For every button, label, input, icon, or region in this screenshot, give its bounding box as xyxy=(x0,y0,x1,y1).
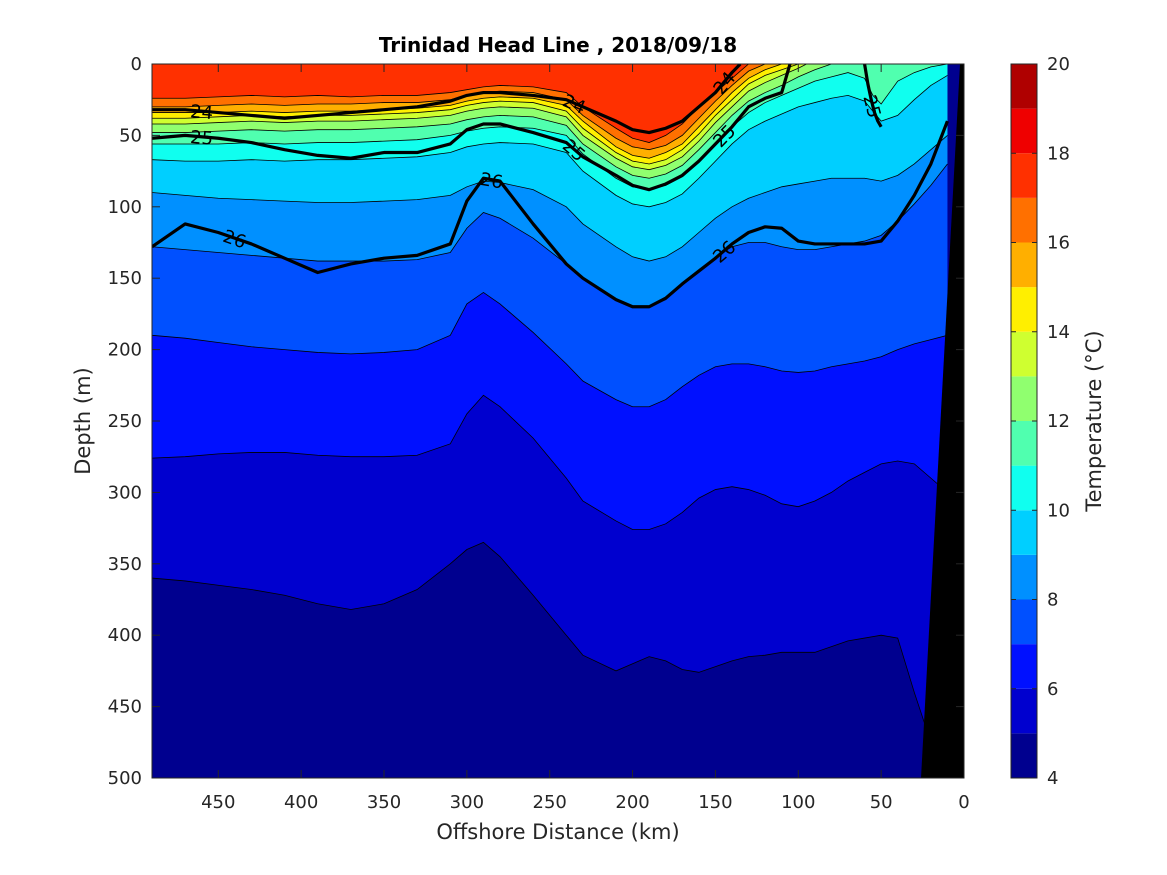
isotherm-line-9 xyxy=(152,135,948,262)
isopycnal-label: 26 xyxy=(478,169,504,194)
colorbar-tick-label: 4 xyxy=(1047,768,1058,789)
colorbar-tick-label: 10 xyxy=(1047,500,1070,521)
isotherm-line-15 xyxy=(152,64,782,159)
isopycnal-25-line xyxy=(152,64,792,192)
x-tick-label: 150 xyxy=(698,792,732,813)
colorbar-swatch xyxy=(1011,510,1037,555)
colorbar-swatch xyxy=(1011,64,1037,109)
x-tick-label: 350 xyxy=(367,792,401,813)
y-tick-label: 400 xyxy=(108,625,142,646)
y-tick-label: 500 xyxy=(108,768,142,789)
isopycnal-label-text: 25 xyxy=(189,127,214,150)
colorbar-swatch xyxy=(1011,108,1037,154)
x-tick-label: 200 xyxy=(615,792,649,813)
colorbar-swatch xyxy=(1011,331,1037,377)
isotherm-line-6 xyxy=(152,394,948,530)
colorbar-swatch xyxy=(1011,644,1037,689)
colorbar-swatch xyxy=(1011,287,1037,332)
isopycnal-label-text: 24 xyxy=(189,101,214,124)
y-tick-label: 450 xyxy=(108,697,142,718)
y-tick-label: 0 xyxy=(131,54,142,75)
isotherm-line-13 xyxy=(152,64,807,171)
y-tick-label: 200 xyxy=(108,340,142,361)
colorbar-tick-label: 20 xyxy=(1047,54,1070,75)
x-axis: 450 400 350 300 250 200 150 100 50 0 xyxy=(201,64,970,813)
y-tick-label: 300 xyxy=(108,482,142,503)
colorbar-label: Temperature (°C) xyxy=(1082,330,1106,512)
isotherm-line-7 xyxy=(152,291,948,408)
chart-title: Trinidad Head Line , 2018/09/18 xyxy=(379,33,737,57)
y-tick-label: 100 xyxy=(108,197,142,218)
y-tick-label: 50 xyxy=(119,125,142,146)
y-tick-label: 350 xyxy=(108,554,142,575)
colorbar-swatch xyxy=(1011,554,1037,600)
x-tick-label: 250 xyxy=(533,792,567,813)
colorbar-swatch xyxy=(1011,733,1037,778)
isopycnal-label: 25 xyxy=(189,127,214,150)
isotherm-line-12 xyxy=(152,64,832,179)
isotherm-line-16 xyxy=(152,64,766,151)
isopycnal-label-text: 26 xyxy=(478,169,504,194)
x-tick-label: 450 xyxy=(201,792,235,813)
isopycnal-label: 24 xyxy=(189,101,214,124)
temperature-fill xyxy=(152,64,964,778)
colorbar: 4 6 8 10 12 14 16 18 20 xyxy=(1010,54,1070,789)
colorbar-tick-label: 12 xyxy=(1047,411,1070,432)
colorbar-swatch xyxy=(1011,153,1037,198)
seafloor-mask xyxy=(921,64,964,778)
colorbar-swatch xyxy=(1011,242,1037,288)
colorbar-tick-label: 18 xyxy=(1047,143,1070,164)
isotherm-line-17 xyxy=(152,64,749,143)
colorbar-tick-label: 16 xyxy=(1047,233,1070,254)
x-tick-label: 300 xyxy=(450,792,484,813)
isopycnal-24-line xyxy=(152,64,742,135)
isotherm-line-5 xyxy=(152,541,948,778)
colorbar-swatch xyxy=(1011,376,1037,421)
isopycnal-contours xyxy=(152,64,949,778)
colorbar-swatch xyxy=(1011,421,1037,466)
isopycnal-25-line xyxy=(862,64,883,128)
x-axis-label: Offshore Distance (km) xyxy=(436,820,679,844)
y-axis: 0 50 100 150 200 250 300 350 400 450 500 xyxy=(108,54,964,789)
y-tick-label: 150 xyxy=(108,268,142,289)
isopycnal-26-line xyxy=(152,120,949,309)
x-tick-label: 400 xyxy=(284,792,318,813)
colorbar-tick-label: 6 xyxy=(1047,679,1058,700)
colorbar-tick-label: 8 xyxy=(1047,590,1058,611)
colorbar-tick-label: 14 xyxy=(1047,322,1070,343)
x-tick-label: 50 xyxy=(870,792,893,813)
x-tick-label: 100 xyxy=(781,792,815,813)
plot-area xyxy=(152,64,964,778)
y-axis-label: Depth (m) xyxy=(71,367,95,474)
colorbar-swatch xyxy=(1011,599,1037,645)
temperature-band-17 xyxy=(152,64,749,143)
colorbar-swatch xyxy=(1011,465,1037,511)
y-tick-label: 250 xyxy=(108,411,142,432)
colorbar-swatch xyxy=(1011,197,1037,243)
x-tick-label: 0 xyxy=(958,792,969,813)
colorbar-swatch xyxy=(1011,688,1037,734)
